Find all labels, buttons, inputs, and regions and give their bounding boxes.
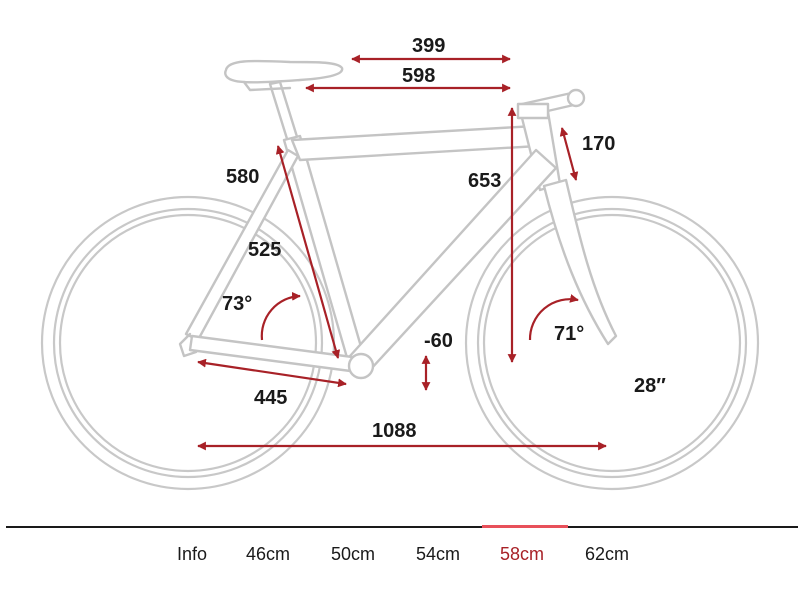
saddle-rail — [242, 80, 292, 92]
seat-angle-arc — [260, 291, 301, 341]
down-tube — [348, 148, 558, 372]
seat-tube-dimension — [275, 145, 341, 359]
head-tube-dimension — [559, 127, 579, 181]
seatpost — [268, 80, 300, 144]
wheelbase-label: 1088 — [372, 420, 417, 442]
dimension-lines — [197, 54, 607, 451]
active-tab-indicator — [482, 525, 568, 528]
tab-info[interactable]: Info — [177, 544, 208, 564]
front-wheel — [464, 195, 760, 491]
top-tube-label: 598 — [402, 65, 435, 87]
top-tube — [290, 124, 540, 162]
bottom-bracket — [347, 352, 375, 380]
head-angle-label: 71° — [554, 323, 584, 345]
head-angle-arc — [528, 294, 579, 341]
stack-label: 653 — [468, 170, 501, 192]
bike-geometry-diagram: 399 598 580 525 73° 653 170 71° -60 445 … — [40, 35, 760, 491]
bike-frame — [178, 59, 618, 380]
seat-tube-cc-label: 525 — [248, 239, 281, 261]
handlebar-clamp — [566, 88, 586, 108]
fork — [542, 178, 618, 346]
bb-drop-label: -60 — [424, 330, 453, 352]
size-tab-bar: Info 46cm 50cm 54cm 58cm 62cm — [0, 522, 800, 600]
chainstay-dimension — [197, 358, 347, 388]
headset-spacers — [516, 102, 550, 120]
tab-46cm[interactable]: 46cm — [246, 544, 291, 564]
dimension-labels: 399 598 580 525 73° 653 170 71° -60 445 … — [222, 35, 666, 442]
tab-50cm[interactable]: 50cm — [331, 544, 376, 564]
seat-tube-ct-label: 580 — [226, 166, 259, 188]
tab-divider — [6, 526, 798, 528]
tab-54cm[interactable]: 54cm — [416, 544, 461, 564]
seat-angle-label: 73° — [222, 293, 252, 315]
head-tube-label: 170 — [582, 133, 615, 155]
saddle-icon — [224, 59, 344, 84]
reach-label: 399 — [412, 35, 445, 57]
chainstay-label: 445 — [254, 387, 287, 409]
tab-58cm[interactable]: 58cm — [500, 544, 545, 564]
wheel-size-label: 28″ — [634, 375, 666, 397]
seat-tube — [282, 134, 368, 370]
rear-dropout — [178, 332, 198, 358]
tab-62cm[interactable]: 62cm — [585, 544, 630, 564]
